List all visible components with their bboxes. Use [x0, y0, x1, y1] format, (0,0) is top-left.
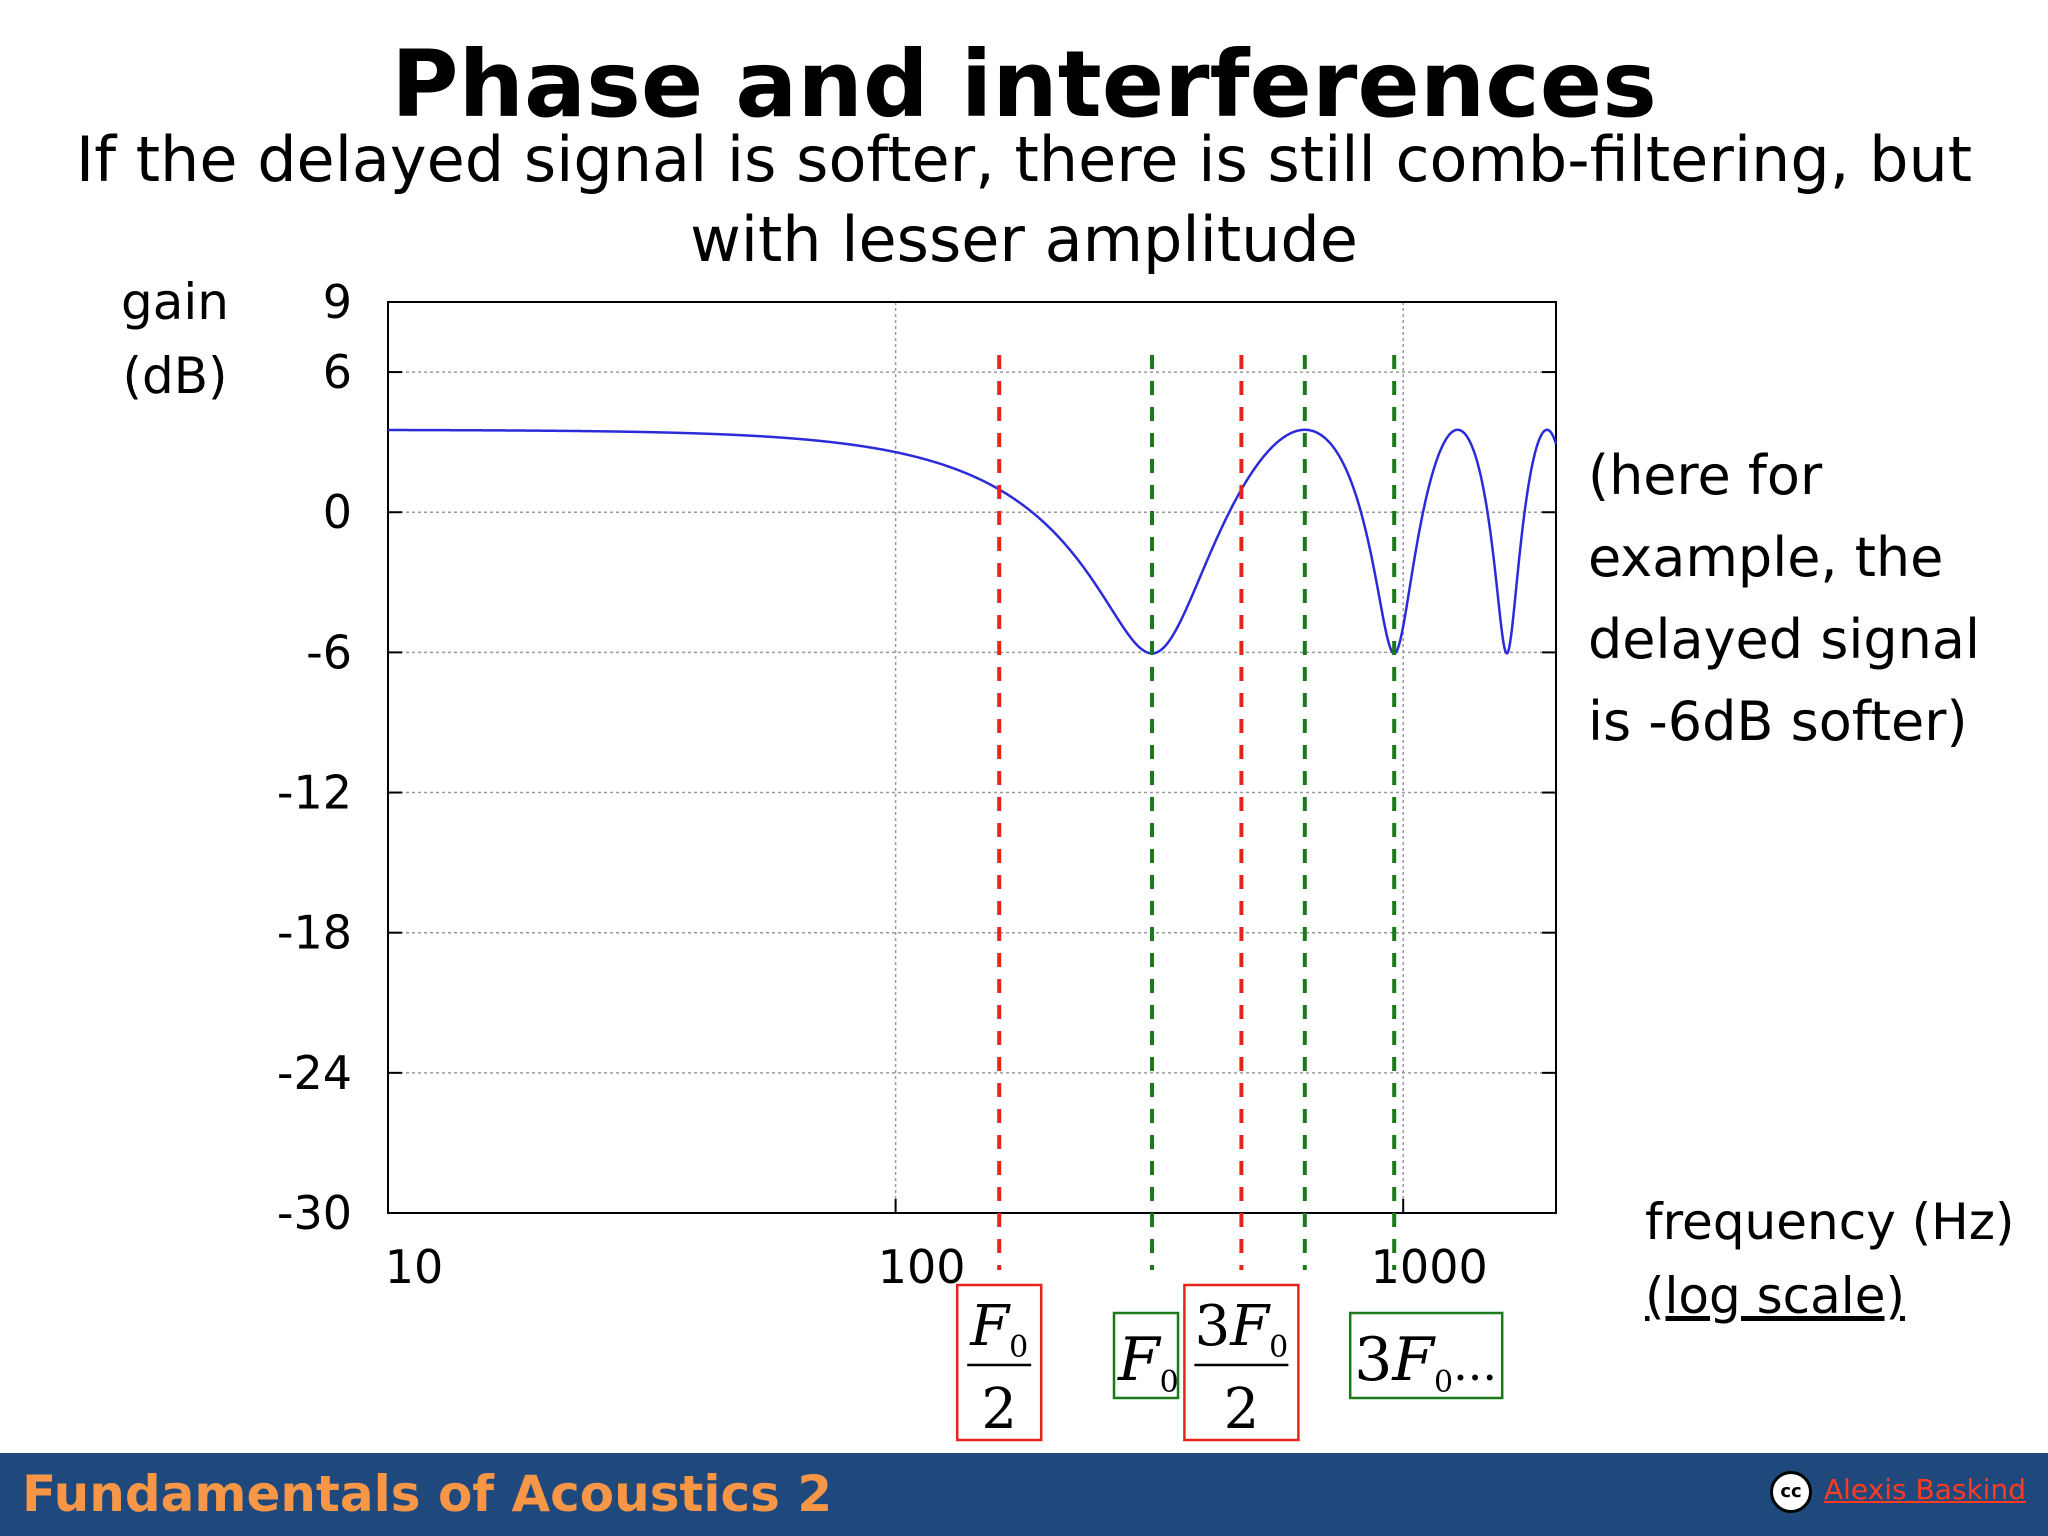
footer-bar: Fundamentals of Acoustics 2 cc Alexis Ba… — [0, 1453, 2048, 1536]
marker-label: 3F0... — [1348, 1311, 1504, 1400]
y-tick-label: 0 — [323, 485, 352, 539]
x-axis-label: frequency (Hz) (log scale) — [1645, 1185, 2045, 1333]
side-note-line: (here for — [1588, 444, 1823, 507]
side-note-line: example, the — [1588, 526, 1944, 589]
x-axis-label-line2: (log scale) — [1645, 1267, 1905, 1325]
marker-label-box — [1112, 1311, 1180, 1400]
fraction-denominator: 2 — [1224, 1377, 1260, 1442]
x-tick-label: 1000 — [1371, 1240, 1488, 1294]
y-tick-label: 9 — [323, 275, 352, 329]
course-title: Fundamentals of Acoustics 2 — [22, 1465, 833, 1523]
author-link[interactable]: Alexis Baskind — [1824, 1473, 2026, 1506]
marker-label: F02 — [955, 1283, 1043, 1442]
side-note-line: delayed signal — [1588, 608, 1980, 671]
x-axis-label-line1: frequency (Hz) — [1645, 1193, 2015, 1251]
y-axis-label: gain (dB) — [100, 265, 250, 413]
y-axis-label-line1: gain — [121, 273, 229, 331]
slide-subtitle: If the delayed signal is softer, there i… — [75, 123, 1973, 276]
marker-label-box — [955, 1283, 1043, 1442]
series-line-comb-filter — [388, 428, 1558, 655]
fraction-numerator: F0 — [969, 1294, 1028, 1365]
creative-commons-icon[interactable]: cc — [1770, 1471, 1812, 1513]
y-tick-label: 6 — [323, 345, 352, 399]
y-tick-label: -30 — [277, 1186, 352, 1240]
marker-label-box — [1183, 1283, 1300, 1442]
y-axis-label-line2: (dB) — [122, 347, 228, 405]
grid — [388, 302, 1556, 1213]
plot-frame — [387, 301, 1557, 1214]
x-tick-label: 100 — [878, 1240, 966, 1294]
y-tick-label: -6 — [306, 625, 352, 679]
fraction-denominator: 2 — [981, 1377, 1017, 1442]
fraction-numerator: 3F0 — [1195, 1294, 1289, 1365]
marker-label-box — [1348, 1311, 1504, 1400]
side-note: (here for example, the delayed signal is… — [1588, 435, 2028, 763]
y-tick-label: -12 — [277, 766, 352, 820]
side-note-line: is -6dB softer) — [1588, 690, 1968, 753]
marker-label-text: F0 — [1117, 1325, 1179, 1400]
x-tick-label: 10 — [385, 1240, 444, 1294]
slide-title: Phase and interferences — [391, 31, 1657, 138]
marker-label: F0 — [1112, 1311, 1180, 1400]
y-tick-label: -24 — [277, 1046, 352, 1100]
y-tick-label: -18 — [277, 906, 352, 960]
marker-label-text: 3F0... — [1354, 1325, 1497, 1400]
